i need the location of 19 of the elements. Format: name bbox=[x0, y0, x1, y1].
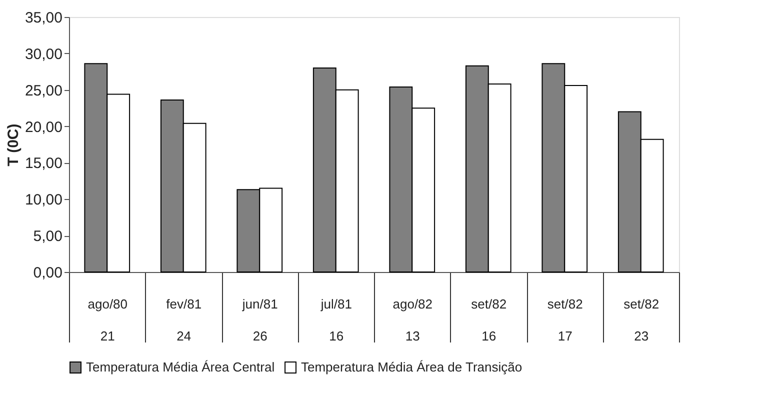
y-tick-label: 30,00 bbox=[24, 46, 62, 63]
category-label: fev/81 24 bbox=[166, 296, 202, 344]
category-label: set/82 17 bbox=[547, 296, 583, 344]
category-label: set/82 23 bbox=[624, 296, 660, 344]
legend-label: Temperatura Média Área Central bbox=[86, 360, 275, 375]
y-tick-label: 10,00 bbox=[24, 192, 62, 209]
y-tick-label: 0,00 bbox=[33, 264, 62, 282]
category-label: jul/81 16 bbox=[320, 296, 352, 344]
category-label: ago/82 13 bbox=[392, 296, 433, 344]
y-tick-label: 5,00 bbox=[33, 228, 62, 246]
category-label: jun/81 26 bbox=[242, 296, 278, 344]
y-axis-title: T (0C) bbox=[4, 124, 22, 166]
category-label: ago/80 21 bbox=[88, 296, 128, 344]
y-tick-label: 25,00 bbox=[24, 82, 62, 100]
category-label: set/82 16 bbox=[471, 296, 507, 344]
y-tick-label: 15,00 bbox=[24, 155, 62, 172]
legend-label: Temperatura Média Área de Transição bbox=[301, 360, 522, 375]
y-tick-label: 35,00 bbox=[24, 10, 62, 26]
y-tick-label: 20,00 bbox=[24, 118, 62, 136]
